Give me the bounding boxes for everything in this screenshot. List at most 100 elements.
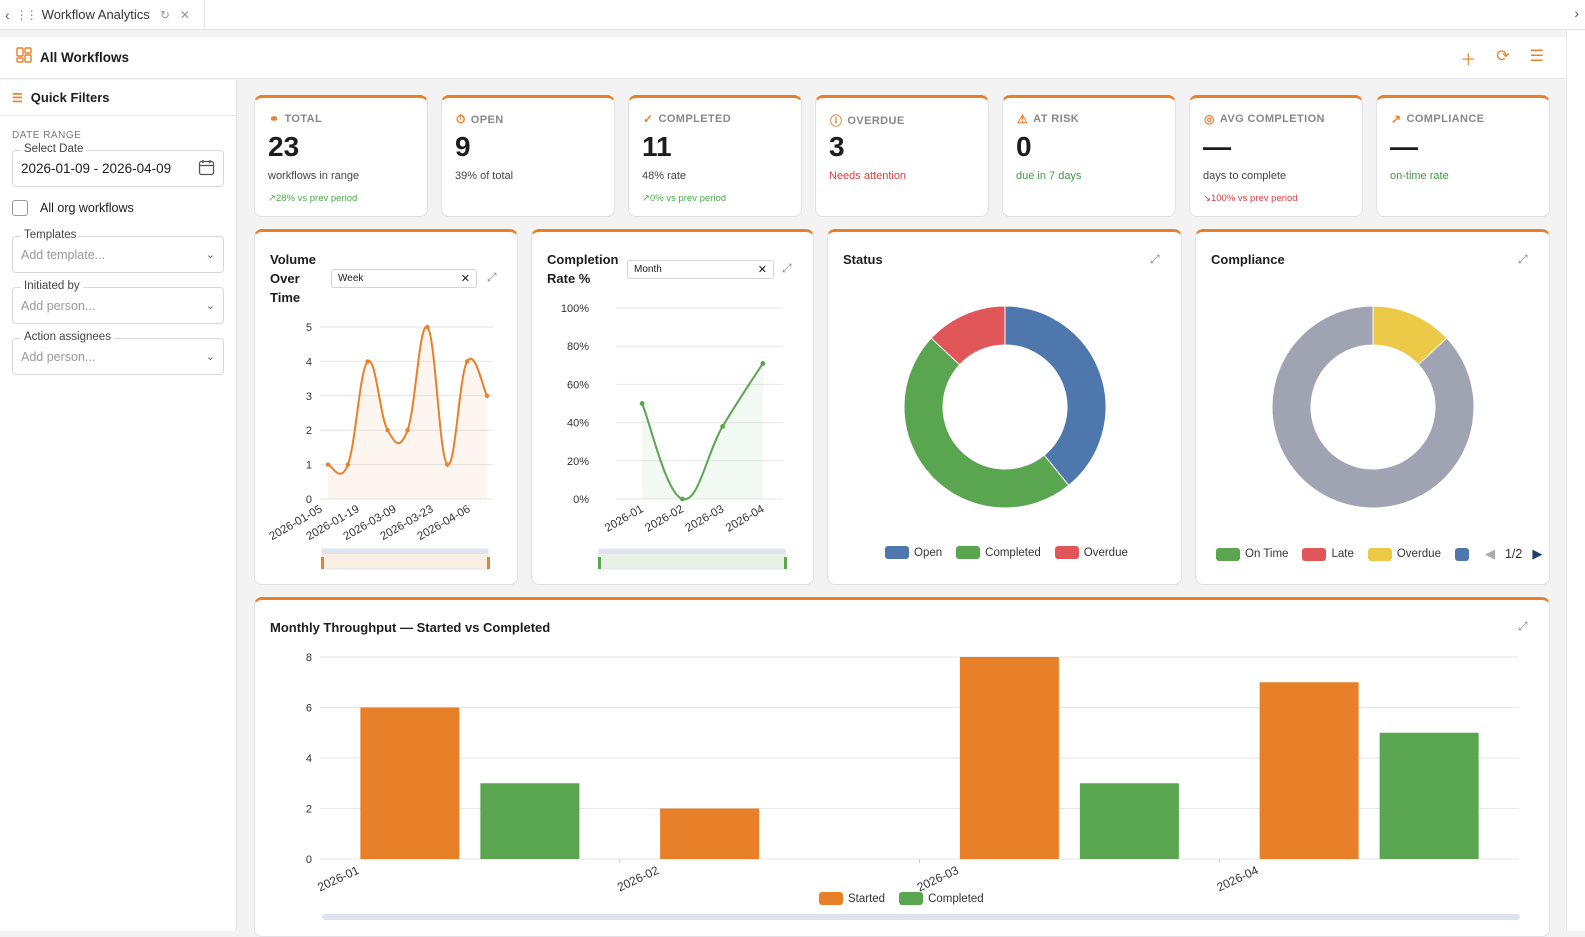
zoom-handle-right (487, 557, 490, 569)
tab-workflow-analytics[interactable]: ⋮⋮ Workflow Analytics ↻ ✕ (10, 0, 205, 30)
tab-scroll-right-icon[interactable]: › (1574, 5, 1579, 21)
templates-select[interactable]: Templates Add template... ⌄ (12, 229, 224, 273)
date-field-label: Select Date (21, 143, 87, 155)
y-tick-label: 3 (306, 391, 312, 403)
kpi-total[interactable]: ⚭ TOTAL 23 workflows in range ↗28% vs pre… (254, 95, 428, 217)
zoom-handle-left (321, 557, 324, 569)
completion-period-select[interactable]: Month ✕ (627, 260, 774, 279)
date-range-label: DATE RANGE (12, 130, 82, 141)
kpi-compliance[interactable]: ↗ COMPLIANCE — on-time rate (1376, 95, 1550, 217)
tab-title: Workflow Analytics (41, 7, 150, 22)
expand-icon[interactable]: ⤢ (1518, 252, 1528, 266)
check-circle-icon: ✓ (643, 112, 654, 126)
status-card: Status ⤢ Open Completed Overdue (827, 229, 1182, 585)
kpi-subtext: 39% of total (455, 170, 514, 182)
legend-item[interactable]: Open (885, 546, 942, 559)
refresh-icon[interactable]: ⟳ (1496, 47, 1510, 65)
trend-up-icon: ↗ (642, 193, 650, 204)
initiated-by-select[interactable]: Initiated by Add person... ⌄ (12, 280, 224, 324)
volume-point (325, 462, 331, 467)
legend-pager: 1/2 (1504, 547, 1523, 561)
action-assignees-placeholder: Add person... (21, 349, 96, 364)
vertical-scrollbar[interactable] (1566, 30, 1585, 931)
legend-item[interactable]: Started (819, 892, 885, 905)
y-tick-label: 40% (567, 418, 589, 430)
kpi-overdue[interactable]: ⓘ OVERDUE 3 Needs attention (815, 95, 989, 217)
add-icon[interactable]: ＋ (1460, 51, 1477, 69)
legend-prev-icon[interactable]: ◀ (1484, 546, 1495, 561)
expand-icon[interactable]: ⤢ (1518, 619, 1528, 633)
reload-icon[interactable]: ↻ (159, 7, 170, 22)
legend-swatch (1454, 547, 1469, 561)
legend-item[interactable]: On Time (1216, 547, 1288, 561)
date-range-field[interactable]: Select Date 2026-01-09 - 2026-04-09 (12, 143, 224, 187)
volume-period-select[interactable]: Week ✕ (331, 269, 477, 288)
kpi-at-risk[interactable]: ⚠ AT RISK 0 due in 7 days (1002, 95, 1176, 217)
all-org-label: All org workflows (40, 201, 134, 215)
completion-area (642, 363, 763, 500)
all-org-workflows-row[interactable]: All org workflows (12, 200, 224, 216)
trend-up-icon: ↗ (268, 193, 276, 204)
volume-select-value: Week (338, 273, 364, 284)
close-icon[interactable]: ✕ (179, 7, 190, 22)
completion-rate-card: Completion Rate % Month ✕ ⤢ 0% 20% 40% 60% 8… (531, 229, 814, 585)
throughput-title: Monthly Throughput — Started vs Complete… (270, 620, 551, 635)
kpi-label: TOTAL (284, 113, 323, 125)
expand-icon[interactable]: ⤢ (1150, 252, 1160, 266)
drag-handle-icon[interactable]: ⋮⋮ (15, 7, 38, 22)
compliance-donut-chart (1271, 305, 1475, 509)
zoom-handle-right (784, 557, 787, 569)
settings-sliders-icon[interactable]: ☰ (1529, 47, 1544, 65)
kpi-open[interactable]: ⏱ OPEN 9 39% of total (441, 95, 615, 217)
y-tick-label: 0% (573, 494, 589, 506)
clear-icon[interactable]: ✕ (757, 264, 767, 276)
chevron-down-icon[interactable]: ⌄ (205, 249, 215, 261)
completion-title: Completion Rate % (547, 252, 619, 286)
chevron-down-icon[interactable]: ⌄ (205, 351, 215, 363)
status-donut-chart (903, 305, 1107, 509)
quick-filters-title: Quick Filters (30, 90, 110, 105)
tab-bar: ‹ ⋮⋮ Workflow Analytics ↻ ✕ › (0, 0, 1585, 30)
expand-icon[interactable]: ⤢ (782, 261, 792, 275)
y-tick-label: 0 (306, 854, 312, 866)
kpi-subtext: due in 7 days (1016, 170, 1082, 182)
calendar-icon[interactable] (198, 159, 215, 179)
expand-icon[interactable]: ⤢ (487, 270, 497, 284)
kpi-completed[interactable]: ✓ COMPLETED 11 48% rate ↗0% vs prev perio… (628, 95, 802, 217)
templates-label: Templates (21, 229, 80, 241)
dashboard-icon (16, 47, 32, 68)
zoom-slider-bar (599, 549, 785, 554)
legend-swatch (956, 546, 981, 559)
volume-point (385, 428, 390, 433)
kpi-label: AVG COMPLETION (1219, 113, 1325, 125)
volume-area (328, 326, 487, 499)
action-assignees-select[interactable]: Action assignees Add person... ⌄ (12, 331, 224, 375)
volume-point (345, 462, 351, 467)
legend-swatch (885, 546, 909, 559)
legend-label: Started (848, 892, 886, 905)
bar-completed (480, 783, 580, 859)
clear-icon[interactable]: ✕ (460, 273, 470, 285)
legend-item[interactable]: Overdue (1367, 547, 1441, 561)
legend-next-icon[interactable]: ▶ (1532, 546, 1543, 561)
volume-point (464, 359, 470, 364)
chevron-down-icon[interactable]: ⌄ (205, 300, 215, 312)
legend-item[interactable]: Late (1302, 547, 1354, 561)
legend-item[interactable]: Overdue (1054, 546, 1128, 559)
kpi-value: — (1390, 131, 1418, 162)
filter-sliders-icon: ☰ (12, 90, 23, 105)
all-org-checkbox[interactable] (12, 200, 28, 216)
compliance-card: Compliance ⤢ On Time Late Overdue ◀ 1/2 ▶ (1195, 229, 1550, 585)
kpi-value: 9 (455, 131, 471, 162)
y-tick-label: 1 (306, 460, 312, 472)
tab-scroll-left-icon[interactable]: ‹ (5, 6, 10, 23)
kpi-avg-completion[interactable]: ◎ AVG COMPLETION — days to complete ↘100%… (1189, 95, 1363, 217)
legend-item[interactable]: Completed (899, 892, 984, 905)
donut-slice (930, 305, 1006, 366)
y-tick-label: 80% (567, 341, 589, 353)
donut-slice (1271, 305, 1475, 509)
donut-slice (903, 337, 1070, 509)
zoom-handle-left (598, 557, 601, 569)
throughput-zoom-scrollbar[interactable] (322, 914, 1520, 920)
legend-item[interactable]: Completed (956, 546, 1041, 559)
